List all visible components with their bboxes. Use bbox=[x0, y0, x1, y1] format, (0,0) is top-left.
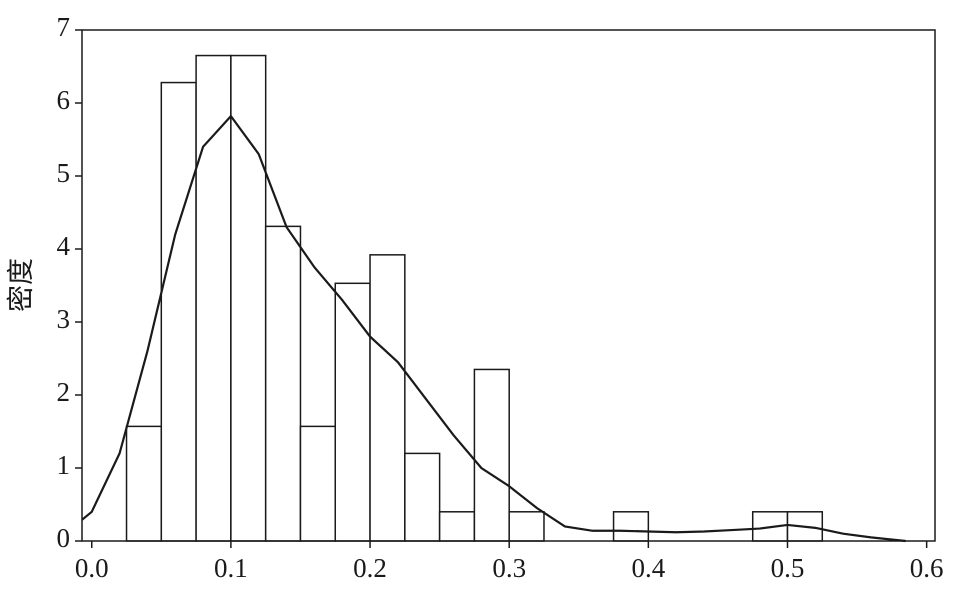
histogram-bar bbox=[473, 368, 510, 542]
histogram-bar bbox=[612, 511, 650, 542]
y-tick-label: 1 bbox=[57, 450, 71, 480]
histogram-bar bbox=[508, 511, 545, 542]
y-tick-label: 4 bbox=[57, 231, 71, 261]
kde-curve bbox=[81, 114, 906, 543]
histogram-bar bbox=[230, 54, 267, 542]
histogram-bar bbox=[404, 452, 441, 542]
histogram-bar bbox=[334, 282, 371, 542]
y-tick-label: 7 bbox=[57, 12, 71, 42]
x-tick-label: 0.3 bbox=[492, 553, 526, 583]
x-tick-label: 0.2 bbox=[353, 553, 387, 583]
x-tick-label: 0.4 bbox=[631, 553, 665, 583]
y-tick-label: 6 bbox=[57, 85, 71, 115]
y-tick-label: 2 bbox=[57, 377, 71, 407]
histogram-bar bbox=[125, 425, 163, 542]
histogram-bar bbox=[160, 81, 197, 542]
histogram-bar bbox=[264, 225, 302, 542]
x-tick-label: 0.1 bbox=[214, 553, 248, 583]
x-tick-label: 0.0 bbox=[75, 553, 109, 583]
x-tick-label: 0.6 bbox=[910, 553, 944, 583]
y-axis-label: 密度 bbox=[6, 258, 36, 312]
y-tick-label: 3 bbox=[57, 304, 71, 334]
y-tick-label: 5 bbox=[57, 158, 71, 188]
histogram-bar bbox=[438, 511, 476, 542]
histogram-bar bbox=[369, 254, 406, 542]
histogram-bar bbox=[299, 425, 337, 542]
histogram-bar bbox=[195, 54, 232, 542]
x-tick-label: 0.5 bbox=[771, 553, 805, 583]
y-tick-label: 0 bbox=[57, 523, 71, 553]
